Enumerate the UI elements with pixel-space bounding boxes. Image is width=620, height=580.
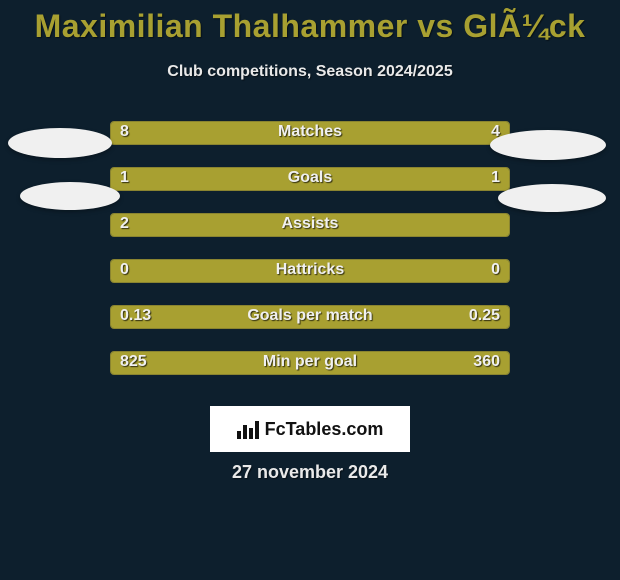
watermark: FcTables.com <box>210 406 410 452</box>
stat-label: Goals per match <box>0 307 620 325</box>
stat-row: 00Hattricks <box>0 259 620 289</box>
comparison-infographic: { "title": "Maximilian Thalhammer vs GlÃ… <box>0 8 620 580</box>
stat-label: Assists <box>0 215 620 233</box>
stat-row: 0.130.25Goals per match <box>0 305 620 335</box>
stat-label: Hattricks <box>0 261 620 279</box>
stat-row: 825360Min per goal <box>0 351 620 381</box>
stat-label: Min per goal <box>0 353 620 371</box>
ellipse-shape <box>8 128 112 158</box>
bar-chart-icon <box>237 419 259 439</box>
date-line: 27 november 2024 <box>0 462 620 483</box>
watermark-text: FcTables.com <box>265 419 384 440</box>
page-subtitle: Club competitions, Season 2024/2025 <box>0 63 620 81</box>
ellipse-shape <box>498 184 606 212</box>
stat-row: 2Assists <box>0 213 620 243</box>
comparison-chart: 84Matches11Goals2Assists00Hattricks0.130… <box>0 121 620 381</box>
ellipse-shape <box>490 130 606 160</box>
page-title: Maximilian Thalhammer vs GlÃ¼ck <box>0 8 620 45</box>
ellipse-shape <box>20 182 120 210</box>
